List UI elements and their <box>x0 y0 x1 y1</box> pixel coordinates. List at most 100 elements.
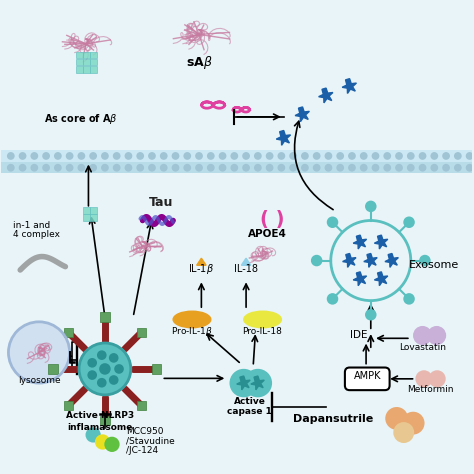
Circle shape <box>361 165 366 171</box>
Ellipse shape <box>244 311 282 328</box>
Circle shape <box>403 413 423 434</box>
Circle shape <box>115 365 123 373</box>
Polygon shape <box>342 79 356 93</box>
Polygon shape <box>385 254 398 267</box>
Text: IL-1$\beta$: IL-1$\beta$ <box>188 262 214 276</box>
Circle shape <box>87 428 100 441</box>
Text: /JC-124: /JC-124 <box>126 446 158 455</box>
Circle shape <box>114 165 119 171</box>
Circle shape <box>173 153 178 159</box>
Circle shape <box>231 165 237 171</box>
Circle shape <box>290 153 296 159</box>
Circle shape <box>79 343 131 395</box>
Circle shape <box>349 165 355 171</box>
Circle shape <box>67 153 73 159</box>
Text: inflamasome: inflamasome <box>67 423 133 432</box>
Circle shape <box>31 165 37 171</box>
Circle shape <box>328 218 337 227</box>
Circle shape <box>184 165 190 171</box>
FancyBboxPatch shape <box>137 328 146 337</box>
Circle shape <box>55 165 61 171</box>
Polygon shape <box>197 258 206 265</box>
Circle shape <box>326 165 331 171</box>
Circle shape <box>79 153 84 159</box>
Text: IDE: IDE <box>350 330 368 340</box>
Circle shape <box>394 423 413 442</box>
Circle shape <box>137 165 143 171</box>
FancyBboxPatch shape <box>83 66 90 73</box>
Text: Active NLRP3: Active NLRP3 <box>66 411 134 420</box>
Text: Exosome: Exosome <box>409 260 459 270</box>
Circle shape <box>290 165 296 171</box>
Circle shape <box>428 327 445 344</box>
Text: Tau: Tau <box>149 196 173 210</box>
Text: Pro-IL-18: Pro-IL-18 <box>243 327 283 336</box>
Circle shape <box>408 153 414 159</box>
Polygon shape <box>374 235 388 249</box>
Circle shape <box>8 165 14 171</box>
Circle shape <box>417 371 431 386</box>
Circle shape <box>467 165 473 171</box>
Circle shape <box>173 165 178 171</box>
Circle shape <box>404 218 414 227</box>
Text: Active: Active <box>234 397 266 406</box>
FancyBboxPatch shape <box>91 214 97 221</box>
Circle shape <box>149 165 155 171</box>
Circle shape <box>243 165 249 171</box>
Polygon shape <box>353 235 366 249</box>
Polygon shape <box>237 376 250 390</box>
Circle shape <box>208 153 214 159</box>
Circle shape <box>208 165 214 171</box>
Text: lysosome: lysosome <box>18 376 60 385</box>
Text: Dapansutrile: Dapansutrile <box>293 414 373 424</box>
Circle shape <box>302 153 308 159</box>
Circle shape <box>126 153 131 159</box>
Text: ( ): ( ) <box>260 210 284 229</box>
Circle shape <box>443 165 449 171</box>
Text: APOE4: APOE4 <box>248 229 287 239</box>
Circle shape <box>110 354 118 362</box>
FancyBboxPatch shape <box>76 59 83 65</box>
Circle shape <box>366 201 375 211</box>
FancyBboxPatch shape <box>83 214 90 221</box>
Circle shape <box>384 165 390 171</box>
FancyBboxPatch shape <box>91 66 97 73</box>
Text: /Stavudine: /Stavudine <box>126 437 175 446</box>
Text: sA$\beta$: sA$\beta$ <box>186 54 212 71</box>
Circle shape <box>20 165 26 171</box>
Circle shape <box>396 165 402 171</box>
Circle shape <box>467 153 473 159</box>
Polygon shape <box>295 107 310 122</box>
Text: MCC950: MCC950 <box>126 427 164 436</box>
FancyBboxPatch shape <box>76 52 83 58</box>
FancyBboxPatch shape <box>345 367 390 390</box>
Circle shape <box>337 153 343 159</box>
Circle shape <box>279 165 284 171</box>
Circle shape <box>404 294 414 303</box>
FancyBboxPatch shape <box>1 150 472 162</box>
Circle shape <box>396 153 402 159</box>
Circle shape <box>91 153 96 159</box>
Text: capase 1: capase 1 <box>228 407 272 416</box>
FancyBboxPatch shape <box>100 416 109 426</box>
FancyBboxPatch shape <box>100 312 109 322</box>
Circle shape <box>431 153 437 159</box>
Circle shape <box>431 165 437 171</box>
FancyBboxPatch shape <box>83 52 90 58</box>
Circle shape <box>267 153 273 159</box>
Circle shape <box>455 165 461 171</box>
Circle shape <box>231 153 237 159</box>
Circle shape <box>96 436 109 448</box>
FancyBboxPatch shape <box>91 207 97 214</box>
Circle shape <box>89 359 96 366</box>
Circle shape <box>255 165 261 171</box>
Circle shape <box>373 153 378 159</box>
Circle shape <box>137 153 143 159</box>
FancyBboxPatch shape <box>91 59 97 65</box>
Circle shape <box>98 351 106 359</box>
Circle shape <box>366 310 375 319</box>
Ellipse shape <box>173 311 211 328</box>
FancyBboxPatch shape <box>64 328 73 337</box>
Text: Lovastatin: Lovastatin <box>399 343 446 352</box>
Circle shape <box>91 165 96 171</box>
